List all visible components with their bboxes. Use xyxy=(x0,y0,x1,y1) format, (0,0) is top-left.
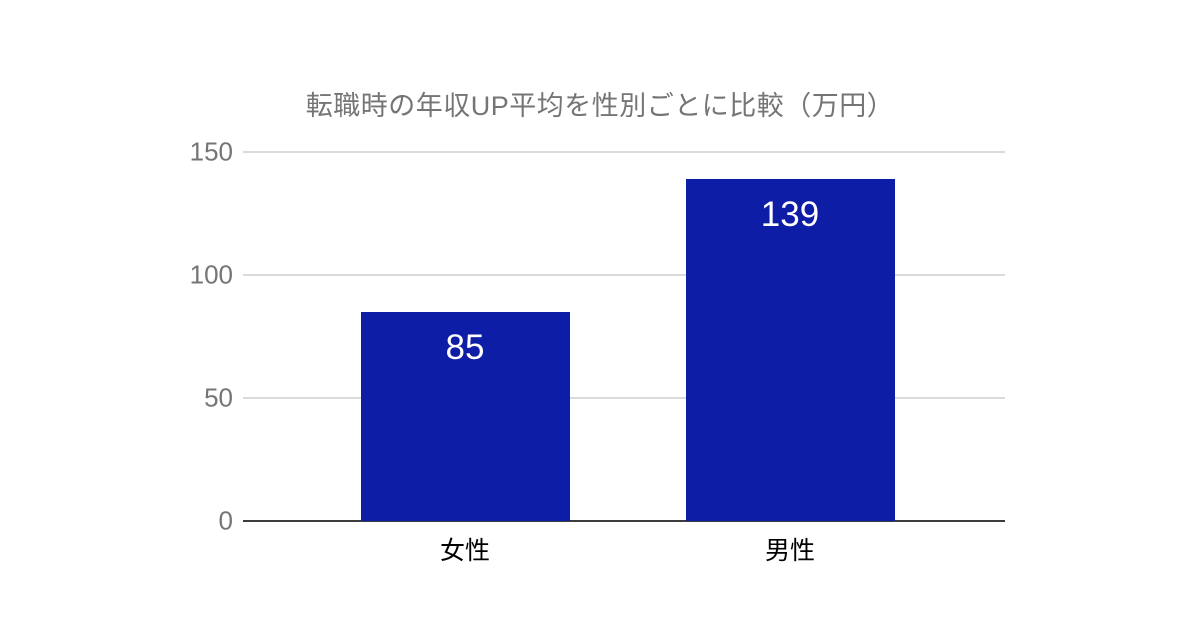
gridline-y100 xyxy=(243,274,1005,276)
y-tick-label-150: 150 xyxy=(189,136,233,167)
bar-男性: 139 xyxy=(685,179,895,521)
bar-value-label: 85 xyxy=(445,327,485,367)
gridline-y150 xyxy=(243,151,1005,153)
category-label-男性: 男性 xyxy=(764,537,815,565)
y-tick-label-100: 100 xyxy=(189,259,233,290)
chart-title: 転職時の年収UP平均を性別ごとに比較（万円） xyxy=(305,91,895,121)
y-tick-label-50: 50 xyxy=(204,382,233,413)
x-axis-baseline xyxy=(243,520,1005,522)
bar-女性: 85 xyxy=(360,311,570,521)
gridline-y50 xyxy=(243,397,1005,399)
category-label-女性: 女性 xyxy=(439,537,490,565)
y-tick-label-0: 0 xyxy=(218,505,233,536)
bar-value-label: 139 xyxy=(760,195,820,235)
